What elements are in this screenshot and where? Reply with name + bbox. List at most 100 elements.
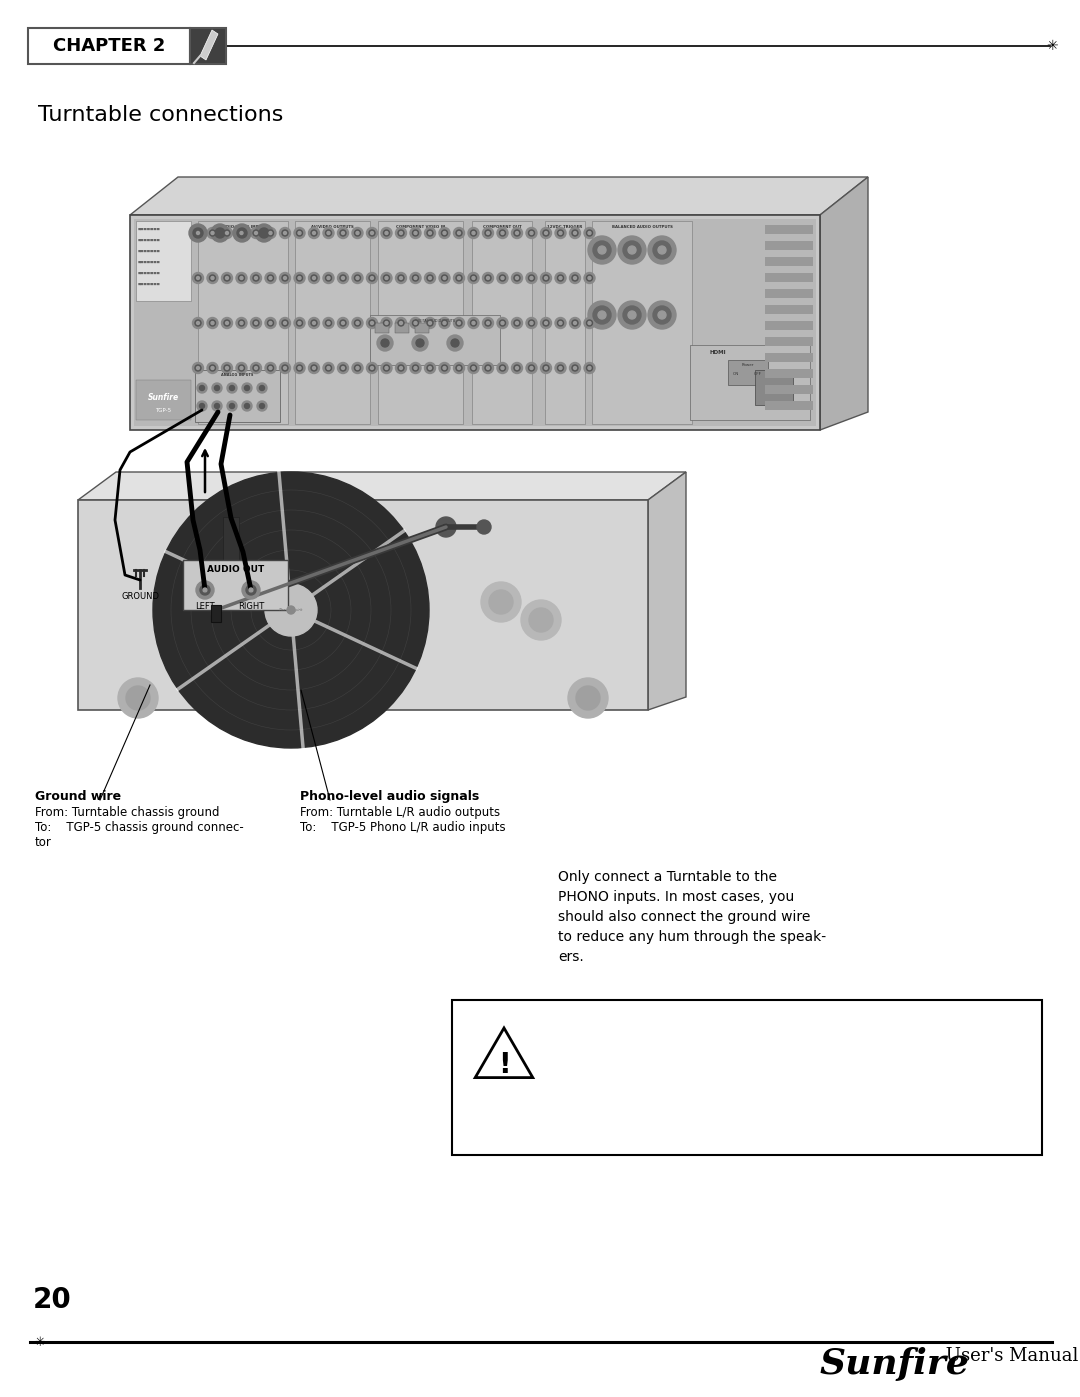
Circle shape [240, 321, 243, 324]
Circle shape [297, 231, 302, 236]
Circle shape [370, 321, 374, 324]
Circle shape [253, 231, 259, 236]
Circle shape [327, 366, 330, 369]
Circle shape [239, 231, 244, 236]
Circle shape [530, 232, 534, 235]
Circle shape [269, 232, 272, 235]
Circle shape [192, 272, 203, 284]
Circle shape [237, 317, 247, 328]
Bar [415, 323, 429, 332]
Circle shape [340, 320, 346, 326]
Circle shape [283, 232, 286, 235]
Circle shape [224, 231, 230, 236]
Circle shape [356, 277, 359, 279]
Circle shape [483, 317, 494, 328]
Circle shape [543, 231, 549, 236]
Circle shape [569, 228, 581, 239]
Circle shape [294, 317, 305, 328]
Circle shape [239, 365, 244, 372]
Text: AUDIO OUT: AUDIO OUT [207, 564, 265, 574]
Circle shape [530, 366, 534, 369]
Circle shape [197, 401, 207, 411]
Circle shape [323, 228, 334, 239]
Circle shape [283, 321, 286, 324]
Circle shape [383, 320, 390, 326]
Circle shape [573, 366, 577, 369]
Circle shape [499, 365, 505, 372]
Circle shape [257, 401, 267, 411]
Circle shape [424, 317, 435, 328]
Circle shape [366, 362, 378, 373]
Bar [765, 242, 813, 250]
Circle shape [294, 272, 305, 284]
Circle shape [265, 228, 276, 239]
Circle shape [294, 228, 305, 239]
Circle shape [203, 588, 207, 592]
Text: COMPONENT OUT: COMPONENT OUT [483, 225, 522, 229]
Circle shape [311, 231, 318, 236]
Circle shape [215, 386, 219, 391]
Bar [370, 314, 500, 365]
Circle shape [416, 339, 424, 346]
Circle shape [443, 232, 446, 235]
Text: Phono-level audio signals: Phono-level audio signals [300, 789, 480, 803]
Bar [395, 323, 409, 332]
Text: to reduce any hum through the speak-: to reduce any hum through the speak- [558, 930, 826, 944]
Bar [375, 323, 389, 332]
Circle shape [414, 321, 417, 324]
Circle shape [242, 383, 252, 393]
Circle shape [384, 232, 388, 235]
Bar [222, 517, 239, 587]
Bar [28, 28, 190, 64]
Bar [765, 321, 813, 330]
Circle shape [584, 317, 595, 328]
Circle shape [573, 277, 577, 279]
Circle shape [212, 383, 222, 393]
Circle shape [584, 228, 595, 239]
Circle shape [195, 581, 214, 599]
Circle shape [468, 272, 480, 284]
Polygon shape [648, 472, 686, 710]
Circle shape [559, 366, 562, 369]
Bar [728, 360, 768, 386]
Circle shape [395, 228, 406, 239]
Circle shape [195, 320, 201, 326]
Circle shape [442, 320, 447, 326]
Circle shape [653, 306, 671, 324]
Circle shape [369, 275, 375, 281]
Circle shape [192, 362, 203, 373]
Circle shape [414, 277, 417, 279]
Circle shape [544, 321, 548, 324]
Circle shape [337, 272, 349, 284]
Circle shape [327, 232, 330, 235]
Circle shape [282, 320, 288, 326]
Text: From: Turntable L/R audio outputs: From: Turntable L/R audio outputs [300, 806, 500, 819]
Circle shape [370, 232, 374, 235]
Circle shape [411, 335, 428, 351]
Circle shape [369, 365, 375, 372]
Circle shape [384, 366, 388, 369]
Circle shape [340, 231, 346, 236]
Circle shape [471, 320, 476, 326]
Circle shape [249, 588, 253, 592]
Bar [136, 380, 191, 420]
Polygon shape [78, 472, 686, 500]
Circle shape [442, 365, 447, 372]
Circle shape [623, 242, 642, 258]
Text: PHONO inputs. In most cases, you: PHONO inputs. In most cases, you [558, 890, 794, 904]
Text: ✳: ✳ [35, 1336, 45, 1348]
Circle shape [429, 277, 432, 279]
Circle shape [370, 277, 374, 279]
Circle shape [471, 365, 476, 372]
Circle shape [282, 231, 288, 236]
Circle shape [468, 362, 480, 373]
Circle shape [413, 275, 419, 281]
Circle shape [280, 317, 291, 328]
Circle shape [399, 365, 404, 372]
Circle shape [424, 272, 435, 284]
Circle shape [221, 272, 232, 284]
Circle shape [354, 275, 361, 281]
Circle shape [559, 232, 562, 235]
Circle shape [501, 277, 504, 279]
Circle shape [555, 228, 566, 239]
